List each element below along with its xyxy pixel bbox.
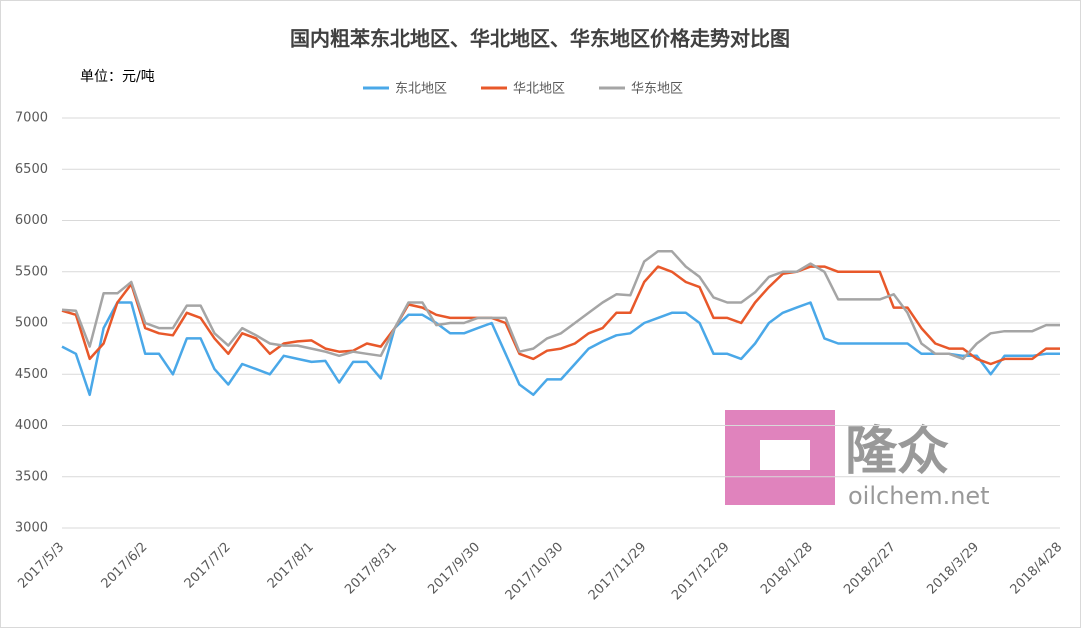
y-tick-label: 3500	[15, 469, 48, 484]
y-tick-label: 6500	[15, 162, 48, 177]
y-tick-label: 4000	[15, 418, 48, 433]
unit-label: 单位：元/吨	[80, 69, 155, 85]
chart-title: 国内粗苯东北地区、华北地区、华东地区价格走势对比图	[290, 27, 790, 51]
legend-label: 华北地区	[513, 82, 565, 97]
watermark-brand: 隆众	[845, 422, 949, 482]
y-tick-label: 4500	[15, 367, 48, 382]
y-tick-label: 3000	[15, 521, 48, 536]
y-tick-label: 5500	[15, 264, 48, 279]
series-line	[61, 250, 1060, 361]
legend-label: 华东地区	[631, 82, 683, 97]
y-tick-label: 5000	[15, 316, 48, 331]
watermark-logo-hole	[760, 440, 810, 470]
series-line	[61, 265, 1060, 366]
y-tick-label: 7000	[15, 111, 48, 126]
legend-label: 东北地区	[395, 82, 447, 97]
series-line	[61, 301, 1060, 397]
watermark-site: oilchem.net	[848, 482, 990, 510]
y-tick-label: 6000	[15, 213, 48, 228]
